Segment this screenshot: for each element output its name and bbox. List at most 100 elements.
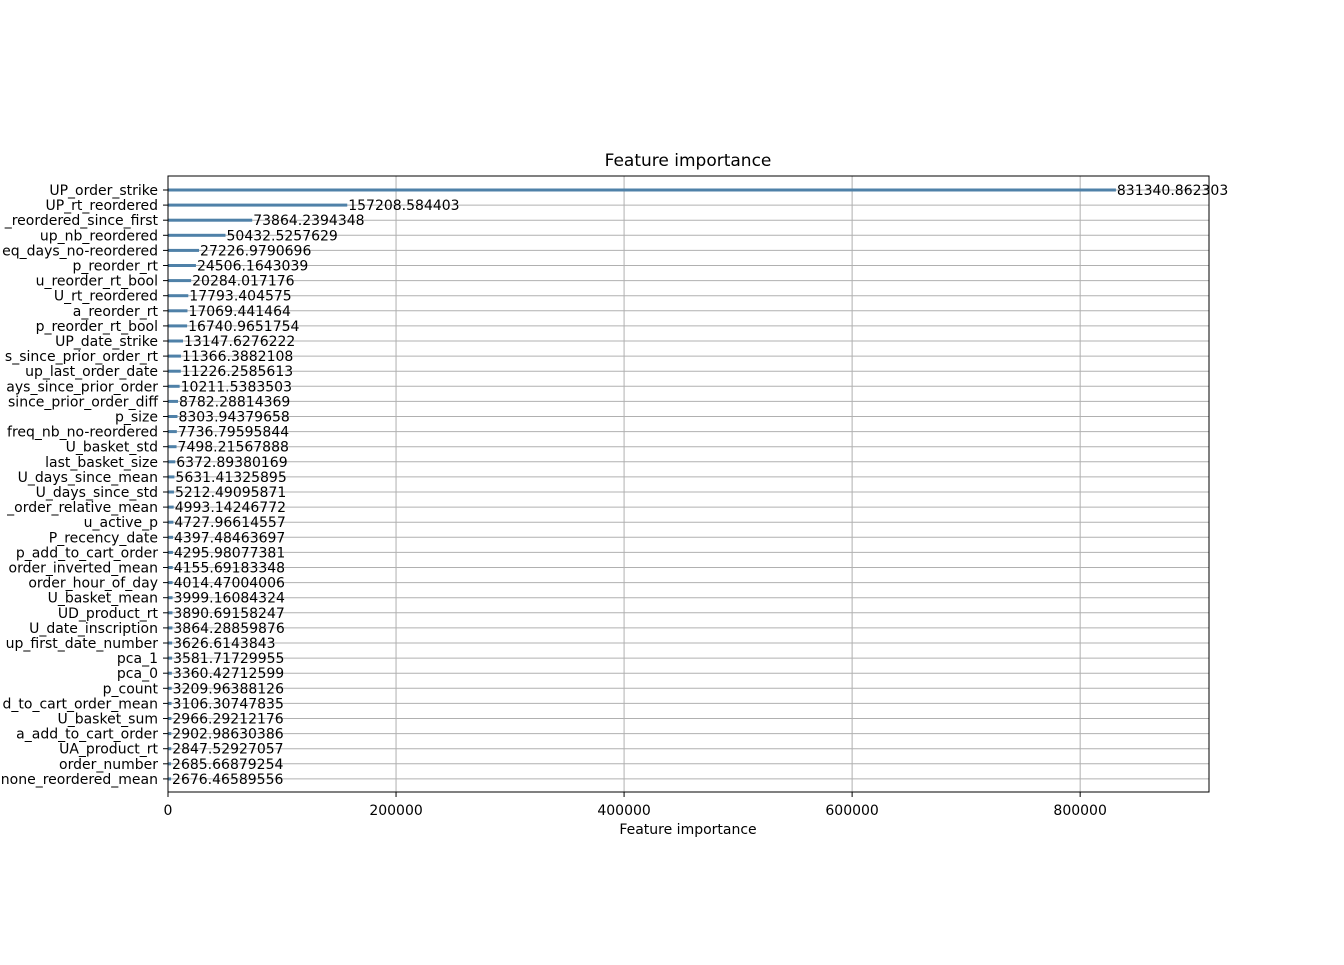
bar: [168, 279, 192, 283]
y-tick-label: none_reordered_mean: [1, 772, 158, 788]
bar-value-label: 5212.49095871: [175, 485, 286, 501]
y-tick-label: p_reorder_rt: [72, 259, 158, 275]
bar: [168, 233, 226, 237]
bar: [168, 218, 253, 222]
bar-value-label: 6372.89380169: [176, 455, 287, 471]
bar-value-label: 27226.9790696: [200, 243, 311, 259]
bar-value-label: 4397.48463697: [174, 530, 285, 546]
y-tick-label: P_recency_date: [49, 530, 158, 546]
bar: [168, 354, 181, 358]
bar-value-label: 11226.2585613: [182, 364, 293, 380]
y-tick-label: a_add_to_cart_order: [16, 727, 158, 743]
bar: [168, 490, 174, 494]
bar-value-label: 16740.9651754: [188, 319, 299, 335]
bar-value-label: 17069.441464: [188, 304, 291, 320]
y-tick-label: UP_order_strike: [49, 183, 158, 199]
bar: [168, 309, 188, 313]
bar-value-label: 3626.6143843: [173, 636, 275, 652]
bar: [168, 732, 172, 736]
bar-value-label: 3106.30747835: [173, 696, 284, 712]
bar-value-label: 2676.46589556: [172, 772, 283, 788]
bar-value-label: 4727.96614557: [174, 515, 285, 531]
bar-value-label: 17793.404575: [189, 289, 291, 305]
bar-value-label: 3999.16084324: [174, 591, 285, 607]
bar-value-label: 8303.94379658: [178, 410, 289, 426]
x-tick-label: 400000: [597, 803, 650, 819]
bar-value-label: 73864.2394348: [253, 213, 364, 229]
y-tick-layer: UP_order_strikeUP_rt_reordered_reordered…: [1, 183, 168, 788]
y-tick-label: UP_rt_reordered: [45, 198, 158, 214]
y-tick-label: _reordered_since_first: [4, 213, 159, 229]
grid-layer: [168, 176, 1209, 792]
y-tick-label: pca_1: [117, 651, 158, 667]
x-tick-label: 800000: [1053, 803, 1106, 819]
bar-value-label: 13147.6276222: [184, 334, 295, 350]
y-tick-label: U_date_inscription: [29, 621, 158, 637]
y-tick-label: up_last_order_date: [25, 364, 158, 380]
x-tick-layer: 0 200000 400000 600000 800000: [164, 792, 1107, 819]
y-tick-label: order_hour_of_day: [28, 576, 158, 592]
bar-value-label: 4155.69183348: [174, 561, 285, 577]
bar-value-label: 8782.28814369: [179, 394, 290, 410]
value-label-layer: 831340.862303157208.58440373864.23943485…: [172, 183, 1228, 788]
y-tick-label: a_reorder_rt: [73, 304, 159, 320]
y-tick-label: U_basket_mean: [48, 591, 158, 607]
bar: [168, 505, 174, 509]
y-tick-label: d_to_cart_order_mean: [3, 696, 159, 712]
bar: [168, 324, 188, 328]
y-tick-label: order_number: [59, 757, 158, 773]
bar: [168, 747, 172, 751]
y-tick-label: U_days_since_mean: [18, 470, 158, 486]
y-tick-label: U_days_since_std: [36, 485, 158, 501]
bar-value-label: 7498.21567888: [178, 440, 289, 456]
bar-value-label: 5631.41325895: [175, 470, 286, 486]
chart-title: Feature importance: [605, 151, 772, 171]
bar: [168, 264, 196, 267]
bar: [168, 369, 181, 373]
bar: [168, 445, 177, 449]
y-tick-label: _order_relative_mean: [6, 500, 158, 516]
bar: [168, 339, 183, 343]
bar: [168, 460, 176, 464]
bar-value-label: 831340.862303: [1117, 183, 1228, 199]
bar: [168, 686, 172, 690]
bar: [168, 596, 173, 600]
y-tick-label: ays_since_prior_order: [6, 379, 158, 395]
y-tick-label: last_basket_size: [45, 455, 158, 471]
bar: [168, 203, 348, 207]
bar-value-label: 3209.96388126: [173, 681, 284, 697]
y-tick-label: eq_days_no-reordered: [2, 243, 158, 259]
bar: [168, 384, 180, 388]
bar: [168, 294, 189, 298]
y-tick-label: freq_nb_no-reordered: [7, 425, 158, 441]
bar: [168, 248, 200, 252]
y-tick-label: p_add_to_cart_order: [16, 545, 158, 561]
bar-layer: [168, 188, 1116, 781]
bar-value-label: 2902.98630386: [172, 727, 283, 743]
x-axis-label: Feature importance: [619, 822, 756, 838]
y-tick-label: pca_0: [117, 666, 158, 682]
bar-value-label: 4993.14246772: [175, 500, 286, 516]
bar-value-label: 4295.98077381: [174, 545, 285, 561]
y-tick-label: s_since_prior_order_rt: [5, 349, 159, 365]
y-tick-label: up_nb_reordered: [40, 228, 158, 244]
y-tick-label: since_prior_order_diff: [8, 394, 158, 410]
y-tick-label: UA_product_rt: [59, 742, 158, 758]
y-tick-label: u_reorder_rt_bool: [36, 274, 158, 290]
bar: [168, 611, 173, 615]
x-tick-label: 0: [164, 803, 173, 819]
bar: [168, 415, 178, 418]
y-tick-label: p_reorder_rt_bool: [36, 319, 158, 335]
bar-value-label: 20284.017176: [192, 274, 295, 290]
bar-value-label: 11366.3882108: [182, 349, 293, 365]
bar: [168, 550, 173, 554]
bar: [168, 430, 177, 434]
bar: [168, 641, 173, 645]
bar-value-label: 2966.29212176: [172, 712, 283, 728]
y-tick-label: UP_date_strike: [55, 334, 158, 350]
bar: [168, 656, 173, 660]
bar: [168, 399, 179, 403]
bar: [168, 535, 174, 539]
